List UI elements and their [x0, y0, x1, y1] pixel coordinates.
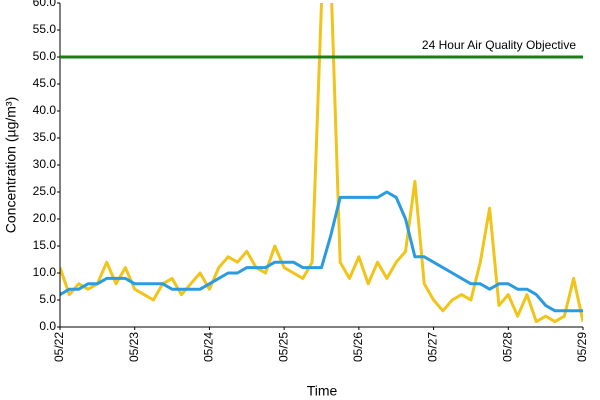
- x-tick-label: 05/27: [426, 332, 440, 362]
- y-tick-label: 20.0: [33, 211, 57, 225]
- y-tick-label: 15.0: [33, 238, 57, 252]
- y-tick-label: 30.0: [33, 157, 57, 171]
- x-axis-label: Time: [307, 383, 338, 399]
- x-tick-label: 05/26: [351, 332, 365, 362]
- y-axis-label: Concentration (µg/m³): [3, 97, 19, 233]
- x-tick-label: 05/25: [276, 332, 290, 362]
- x-tick-label: 05/23: [127, 332, 141, 362]
- y-tick-label: 40.0: [33, 103, 57, 117]
- y-tick-label: 50.0: [33, 49, 57, 63]
- y-tick-label: 60.0: [33, 0, 57, 9]
- x-tick-label: 05/22: [52, 332, 66, 362]
- x-tick-label: 05/28: [500, 332, 514, 362]
- y-tick-label: 45.0: [33, 76, 57, 90]
- plot-area: [60, 3, 583, 324]
- data-line: [60, 190, 583, 313]
- reference-label: 24 Hour Air Quality Objective: [422, 38, 576, 52]
- y-tick-label: 25.0: [33, 184, 57, 198]
- data-line: [60, 3, 583, 324]
- y-tick-label: 0.0: [39, 319, 56, 333]
- y-tick-label: 10.0: [33, 265, 57, 279]
- y-tick-label: 5.0: [39, 292, 56, 306]
- y-tick-label: 35.0: [33, 130, 57, 144]
- x-tick-label: 05/29: [575, 332, 589, 362]
- x-tick-label: 05/24: [202, 332, 216, 362]
- y-tick-label: 55.0: [33, 22, 57, 36]
